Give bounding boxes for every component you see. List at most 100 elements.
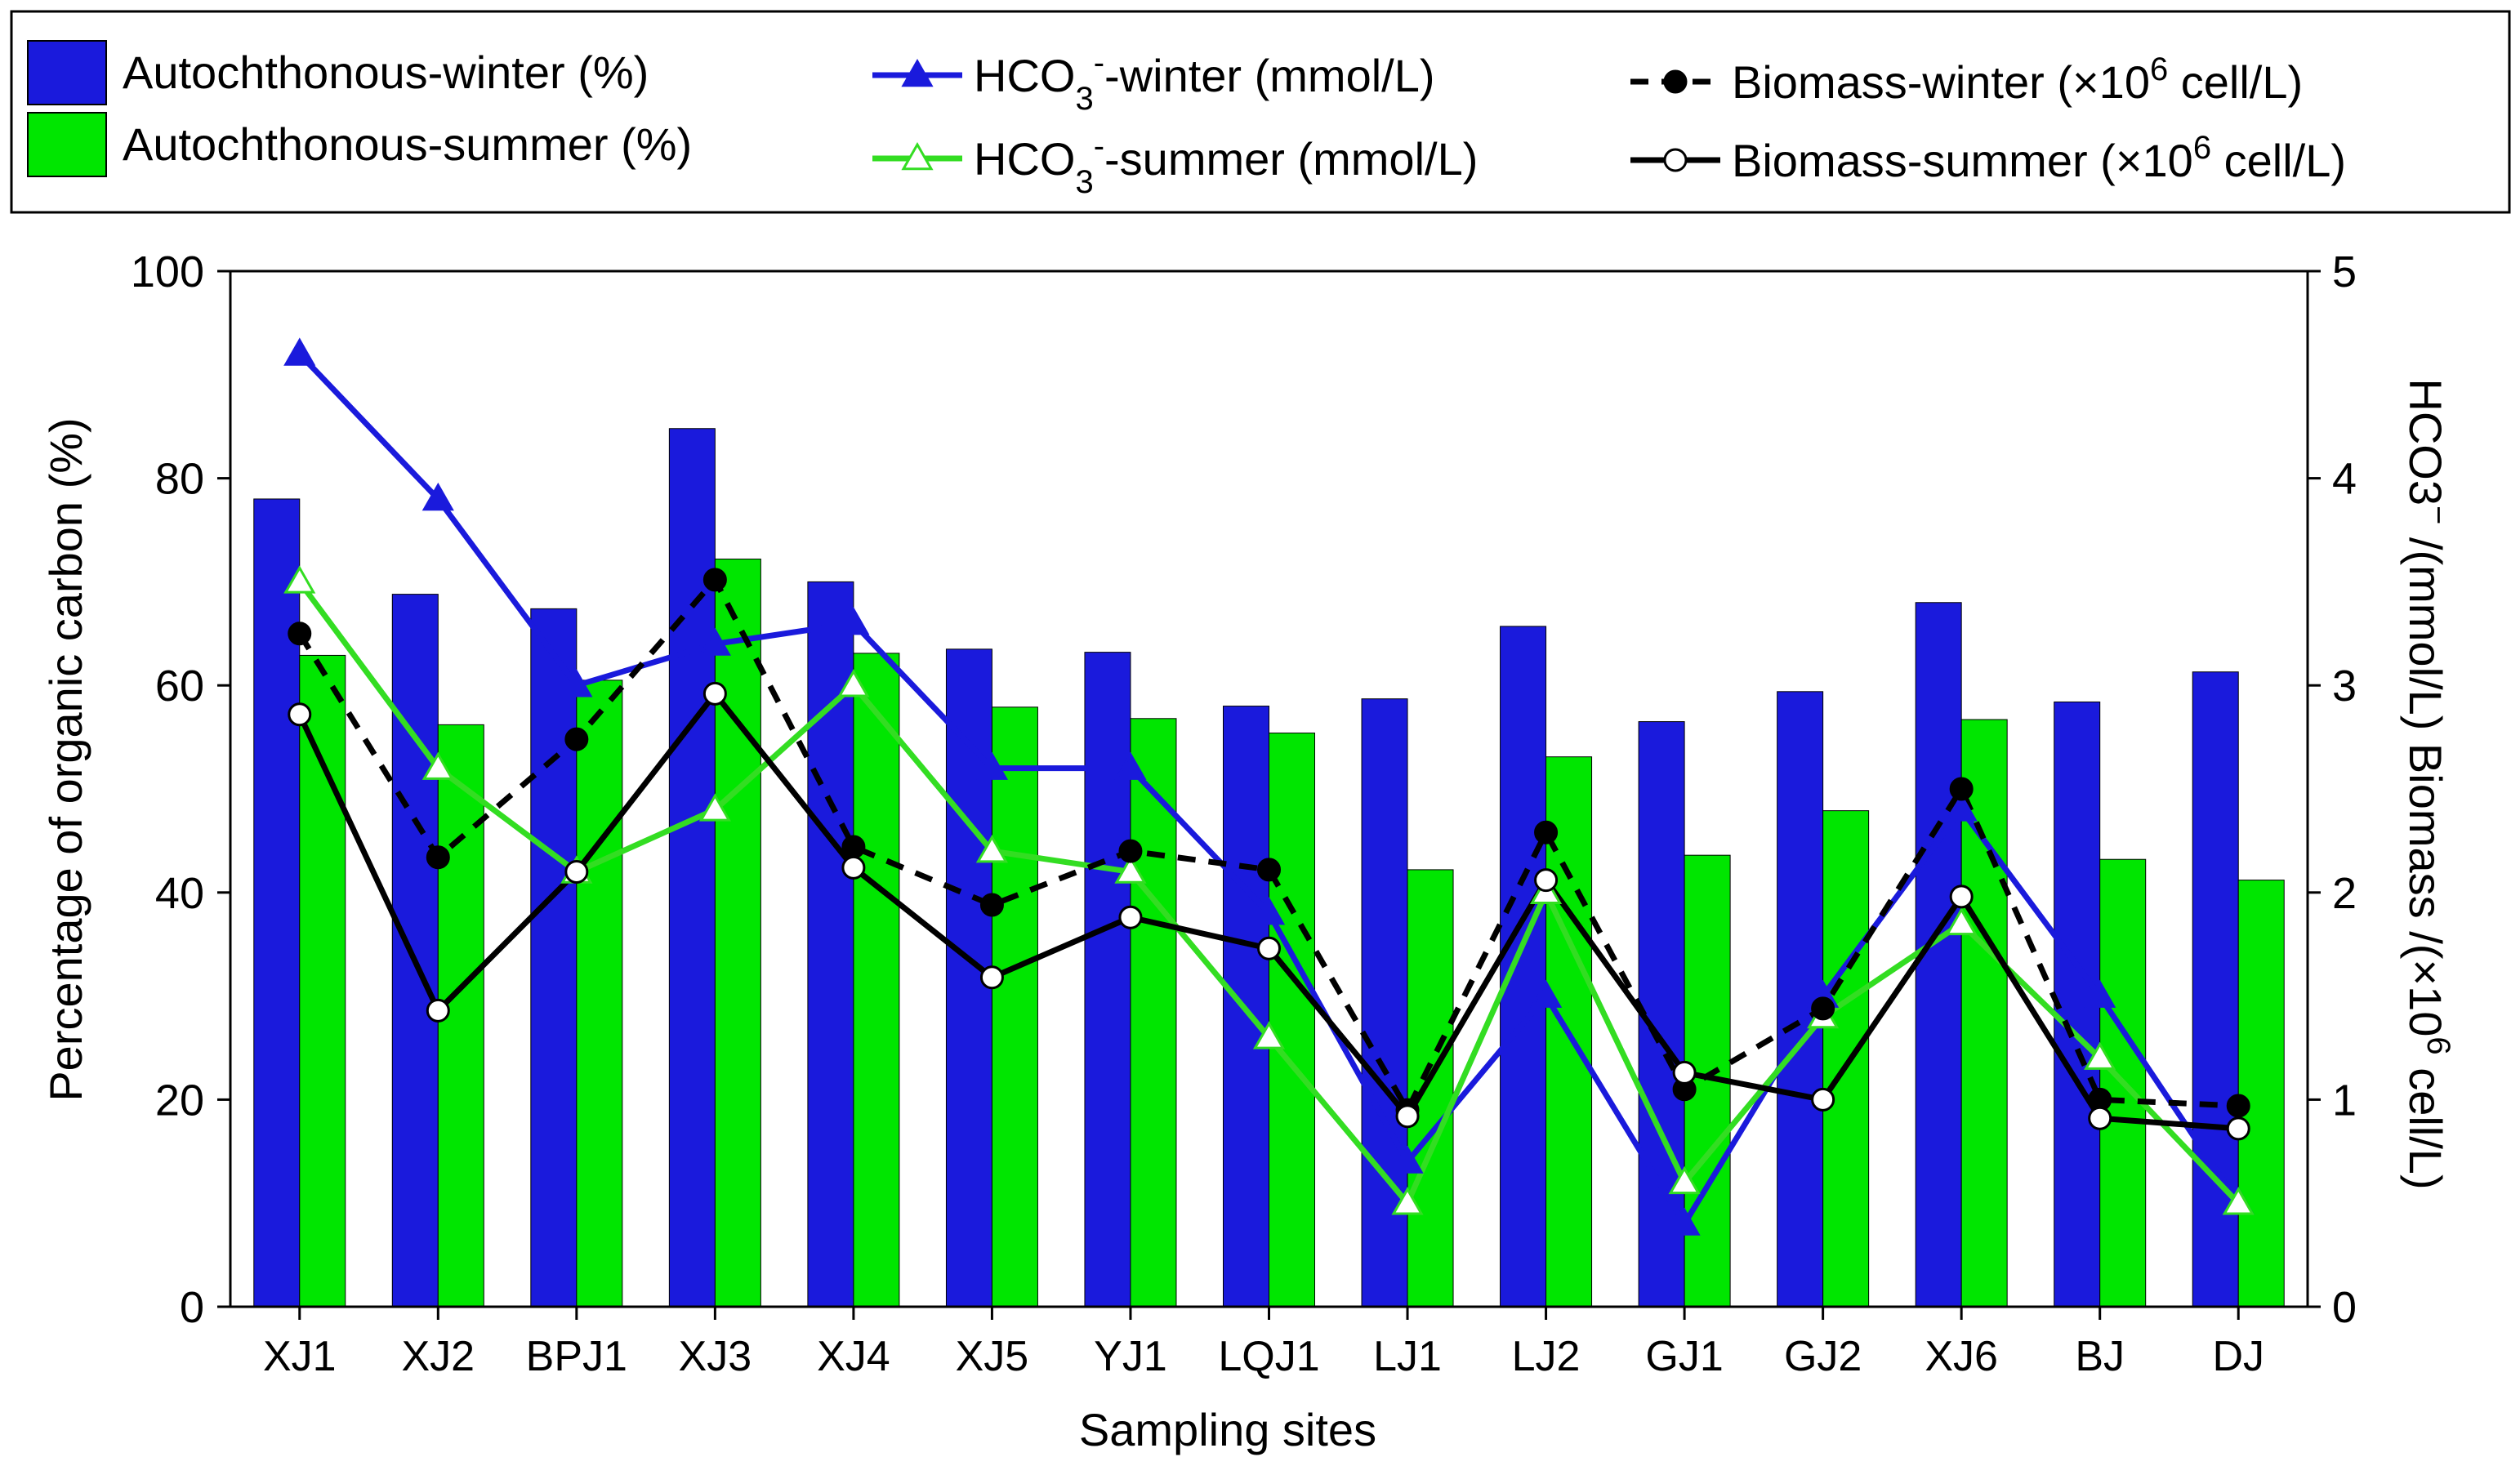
marker-series-2-LJ2 xyxy=(1534,820,1559,844)
marker-series-3-DJ xyxy=(2226,1116,2250,1141)
marker-series-1-XJ1 xyxy=(283,565,316,594)
legend-swatch-0 xyxy=(27,40,107,105)
bar-summer-DJ xyxy=(2237,880,2285,1308)
bar-winter-XJ2 xyxy=(391,594,439,1308)
marker-series-0-YJ1 xyxy=(1114,751,1147,780)
x-tick-label-XJ1: XJ1 xyxy=(263,1333,337,1380)
marker-series-1-LQJ1 xyxy=(1252,1021,1286,1049)
marker-series-0-BPJ1 xyxy=(560,669,593,697)
y-left-tick-label: 60 xyxy=(155,662,204,711)
marker-series-3-LJ2 xyxy=(1534,868,1559,893)
legend-swatch-1 xyxy=(27,112,107,177)
legend-label-3: HCO3--summer (mmol/L) xyxy=(974,128,1478,200)
marker-series-2-XJ1 xyxy=(288,622,312,646)
legend-label-0: Autochthonous-winter (%) xyxy=(123,47,649,98)
bar-winter-LJ1 xyxy=(1361,698,1408,1308)
bar-winter-YJ1 xyxy=(1084,652,1131,1308)
marker-series-1-XJ4 xyxy=(837,669,870,697)
marker-series-2-XJ2 xyxy=(426,845,450,870)
x-tick-label-XJ3: XJ3 xyxy=(679,1333,752,1380)
marker-series-3-LQJ1 xyxy=(1257,936,1281,960)
y-right-tick-label: 3 xyxy=(2332,662,2357,711)
x-axis-title: Sampling sites xyxy=(1079,1404,1376,1455)
marker-series-2-XJ3 xyxy=(702,568,727,592)
marker-series-1-YJ1 xyxy=(1114,855,1147,884)
x-tick-label-XJ2: XJ2 xyxy=(401,1333,475,1380)
bar-summer-XJ4 xyxy=(853,653,900,1308)
marker-series-3-LJ1 xyxy=(1395,1104,1420,1129)
marker-series-2-XJ4 xyxy=(841,835,866,859)
marker-series-2-BPJ1 xyxy=(564,727,589,751)
marker-series-3-XJ3 xyxy=(702,681,727,706)
marker-series-2-LQJ1 xyxy=(1257,858,1281,882)
marker-series-3-XJ1 xyxy=(288,702,312,727)
marker-series-3-XJ2 xyxy=(426,998,450,1023)
legend-marker-3 xyxy=(901,141,934,171)
marker-series-3-YJ1 xyxy=(1118,905,1143,929)
bar-summer-GJ2 xyxy=(1822,810,1870,1308)
y-right-tick-label: 0 xyxy=(2332,1283,2357,1332)
plot-area: 0 20 40 60 80 100 0 1 2 3 4 5 XJ1 XJ2 BPJ1 XJ3 XJ4 XJ5 YJ1… xyxy=(131,247,2357,1380)
marker-series-0-XJ3 xyxy=(698,627,731,656)
bar-summer-LJ1 xyxy=(1407,869,1454,1308)
y-right-tick-label: 2 xyxy=(2332,869,2357,918)
marker-series-0-LJ1 xyxy=(1391,1145,1424,1174)
marker-series-0-LQJ1 xyxy=(1252,897,1286,925)
marker-series-0-XJ6 xyxy=(1945,793,1978,822)
marker-series-1-XJ2 xyxy=(421,751,454,780)
marker-series-0-LJ2 xyxy=(1529,979,1563,1008)
marker-series-3-BJ xyxy=(2088,1106,2112,1130)
bar-winter-XJ3 xyxy=(668,428,716,1308)
marker-series-3-GJ1 xyxy=(1672,1060,1697,1085)
x-tick-label-GJ1: GJ1 xyxy=(1645,1333,1723,1380)
line-series-2 xyxy=(297,577,2239,1113)
y-right-tick-label: 1 xyxy=(2332,1076,2357,1125)
x-tick-label-XJ6: XJ6 xyxy=(1925,1333,1998,1380)
marker-series-3-GJ2 xyxy=(1811,1087,1835,1112)
marker-series-3-XJ4 xyxy=(841,855,866,880)
marker-series-2-XJ6 xyxy=(1949,777,1974,801)
marker-series-2-DJ xyxy=(2226,1094,2250,1118)
y-right-tick-label: 4 xyxy=(2332,455,2357,504)
marker-series-0-GJ1 xyxy=(1668,1207,1701,1236)
x-tick-label-XJ5: XJ5 xyxy=(956,1333,1029,1380)
x-tick-label-BJ: BJ xyxy=(2075,1333,2125,1380)
x-tick-label-LQJ1: LQJ1 xyxy=(1218,1333,1319,1380)
marker-series-3-XJ5 xyxy=(979,965,1004,990)
bar-winter-LJ2 xyxy=(1500,626,1547,1308)
legend-label-1: Autochthonous-summer (%) xyxy=(123,118,692,170)
bar-summer-LQJ1 xyxy=(1269,733,1315,1308)
marker-series-0-XJ2 xyxy=(421,482,454,511)
y-left-tick-label: 0 xyxy=(180,1283,204,1332)
y-left-tick-label: 100 xyxy=(131,247,204,296)
marker-series-3-XJ6 xyxy=(1949,885,1974,909)
y-right-tick-label: 5 xyxy=(2332,247,2357,296)
bar-summer-XJ5 xyxy=(991,706,1038,1308)
x-tick-label-LJ2: LJ2 xyxy=(1512,1333,1581,1380)
bar-summer-BPJ1 xyxy=(576,680,623,1308)
bar-summer-YJ1 xyxy=(1130,718,1177,1308)
x-tick-label-BPJ1: BPJ1 xyxy=(526,1333,627,1380)
x-tick-label-LJ1: LJ1 xyxy=(1373,1333,1442,1380)
legend-label-5: Biomass-summer (×106 cell/L) xyxy=(1732,130,2346,186)
marker-series-1-XJ6 xyxy=(1945,907,1978,936)
bar-winter-BPJ1 xyxy=(530,608,578,1308)
marker-series-2-GJ2 xyxy=(1811,996,1835,1021)
bar-winter-XJ1 xyxy=(253,498,301,1308)
y-left-tick-label: 20 xyxy=(155,1076,204,1125)
marker-series-1-XJ3 xyxy=(698,793,731,822)
x-tick-label-YJ1: YJ1 xyxy=(1094,1333,1167,1380)
legend-label-4: Biomass-winter (×106 cell/L) xyxy=(1732,51,2303,108)
marker-series-0-BJ xyxy=(2084,979,2116,1008)
bar-summer-XJ1 xyxy=(299,654,346,1308)
legend-marker-4 xyxy=(1663,69,1688,94)
y-axis-title-left: Percentage of organic carbon (%) xyxy=(40,417,91,1101)
x-tick-label-XJ4: XJ4 xyxy=(817,1333,890,1380)
marker-series-2-XJ5 xyxy=(979,893,1004,917)
marker-series-0-XJ1 xyxy=(283,337,316,366)
x-tick-label-DJ: DJ xyxy=(2212,1333,2264,1380)
legend-marker-2 xyxy=(901,58,934,87)
marker-series-3-BPJ1 xyxy=(564,859,589,884)
marker-series-2-YJ1 xyxy=(1118,839,1143,863)
